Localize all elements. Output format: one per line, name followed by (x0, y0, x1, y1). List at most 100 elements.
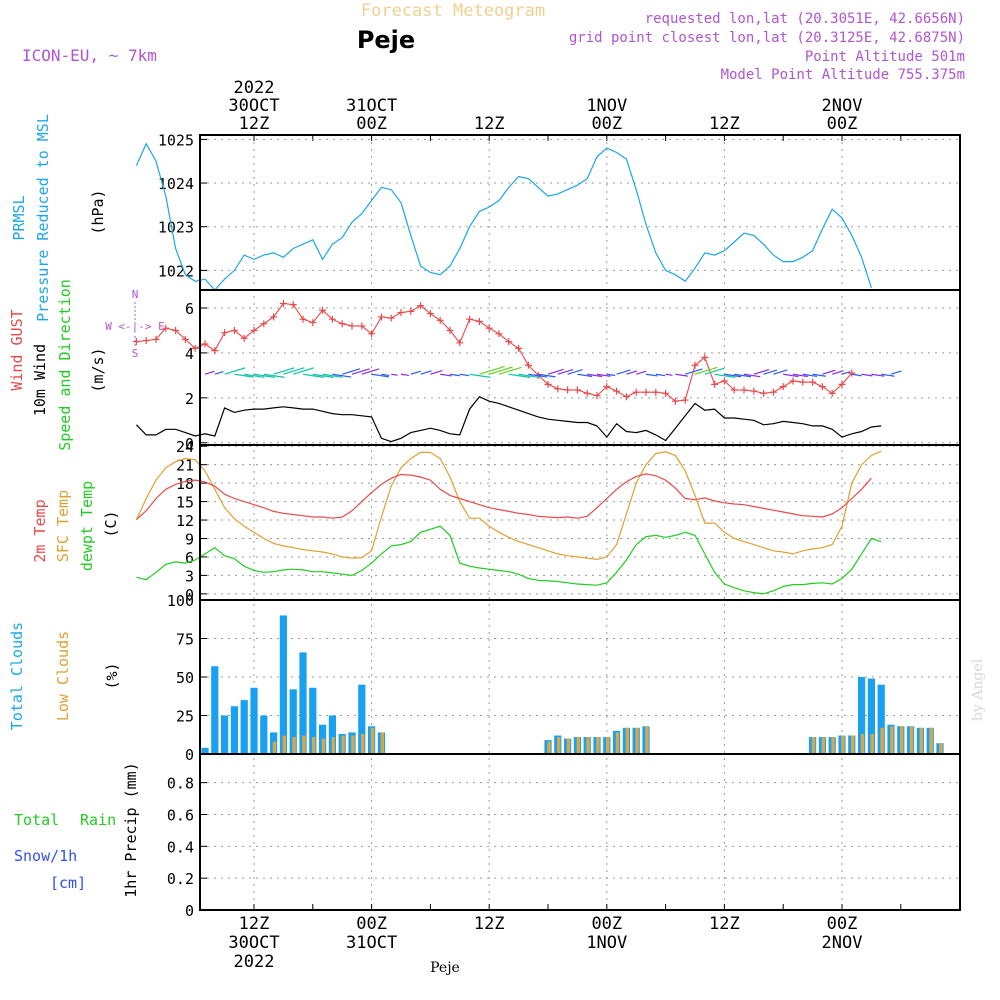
low-cloud-bar (586, 737, 590, 754)
gust-marker (338, 320, 346, 328)
bottom-hour-label: 00Z (827, 914, 858, 934)
precip-unit: 1hr Precip (mm) (122, 762, 140, 897)
pressure-frame (199, 134, 961, 291)
wind-direction-arrow (361, 368, 380, 375)
wind-direction-arrow (391, 373, 398, 376)
wind-direction-arrow (410, 370, 422, 375)
wind-direction-arrow (734, 373, 752, 378)
clouds-unit: (%) (103, 662, 121, 689)
gust-marker (809, 378, 817, 386)
gust-marker (348, 322, 356, 330)
low-cloud-bar (380, 732, 384, 754)
wind-direction-arrow (312, 373, 334, 378)
low-cloud-bar (596, 737, 600, 754)
wind-direction-arrow (714, 373, 736, 378)
model-altitude: Model Point Altitude 755.375m (721, 67, 965, 83)
wind-direction-arrow (489, 366, 513, 375)
wind-direction-arrow (547, 368, 564, 375)
gridlines: 1022102310241025024603691215182124025507… (158, 131, 960, 920)
gust-marker (436, 316, 444, 324)
gust-marker (328, 315, 336, 323)
wind-direction-arrow (204, 370, 215, 375)
total-cloud-bar (328, 715, 336, 754)
pressure-label-full: Pressure Reduced to MSL (34, 114, 52, 322)
low-cloud-bar (939, 743, 943, 754)
wind-direction-arrow (459, 373, 470, 377)
low-cloud-bar (576, 737, 580, 754)
low-cloud-bar (566, 738, 571, 754)
gust-marker (838, 380, 846, 388)
gust-marker (632, 388, 640, 396)
requested-coords: requested lon,lat (20.3051E, 42.6656N) (645, 11, 965, 27)
wind-direction-arrow (704, 367, 725, 375)
wind-direction-arrow (743, 373, 761, 378)
cloud-ytick-label: 0 (185, 746, 194, 764)
gust-marker (681, 396, 689, 404)
wind-direction-arrow (763, 369, 778, 375)
total-cloud-bar (240, 700, 248, 754)
gust-marker (848, 369, 856, 377)
total-cloud-bar (201, 747, 209, 754)
total-cloud-bar (250, 687, 258, 754)
gust-marker (564, 386, 572, 394)
total-cloud-bar (309, 687, 317, 754)
low-cloud-bar (880, 727, 884, 754)
faint-title: Forecast Meteogram (361, 1, 545, 21)
pressure-panel (135, 142, 872, 291)
wind-direction-arrow (832, 370, 844, 375)
wind-10m-label: 10m Wind (31, 344, 49, 416)
gust-marker (387, 314, 395, 322)
wind-gust-label: Wind GUST (8, 309, 26, 390)
gust-marker (181, 335, 189, 343)
wind-direction-arrow (508, 373, 531, 379)
footer-location: Peje (430, 960, 460, 976)
low-cloud-bar (292, 737, 296, 754)
gust-marker (583, 389, 591, 397)
low-cloud-bar (341, 735, 345, 754)
top-hour-label: 00Z (356, 114, 387, 134)
precip-ytick-label: 0.6 (167, 806, 194, 824)
wind-panel (132, 299, 902, 443)
panel-frames (199, 134, 961, 911)
bottom-hour-label: 00Z (591, 914, 622, 934)
wind-direction-arrow (636, 370, 647, 375)
total-cloud-bar (221, 715, 229, 754)
wind-direction-arrow (479, 365, 505, 375)
wind-direction-arrow (283, 367, 305, 375)
low-cloud-bar (282, 735, 286, 754)
bottom-hour-label: 12Z (474, 914, 505, 934)
gust-marker (622, 393, 630, 401)
wind-direction-arrow (557, 368, 574, 375)
compass-row: W <-|-> E (105, 320, 165, 333)
precip-snow-label: Snow/1h (14, 847, 77, 865)
gust-marker (211, 347, 219, 355)
precip-rain-label: Rain (80, 811, 116, 829)
wind-direction-label: Speed and Direction (56, 279, 74, 451)
compass-n: N (132, 288, 139, 301)
gust-marker (319, 306, 327, 314)
pressure-unit: (hPa) (89, 189, 107, 234)
low-cloud-bar (929, 727, 933, 754)
wind-direction-arrow (498, 366, 522, 375)
top-hour-label: 12Z (474, 114, 505, 134)
wind-direction-arrow (342, 368, 361, 375)
top-date-label: 31OCT (346, 96, 397, 116)
low-cloud-bar (615, 732, 620, 754)
gust-marker (417, 302, 425, 310)
gust-marker (162, 324, 170, 332)
wind-direction-arrow (420, 370, 432, 375)
wind-direction-arrow (567, 369, 583, 375)
temp-unit: (C) (102, 510, 120, 537)
temp-ytick-label: 18 (176, 475, 194, 493)
low-cloud-bar (645, 726, 649, 754)
cloud-panel (200, 615, 960, 755)
low-cloud-bar (547, 741, 551, 754)
wind-direction-arrow (577, 373, 593, 378)
gust-marker (230, 326, 238, 334)
low-cloud-bar (841, 735, 845, 754)
wind-unit: (m/s) (89, 347, 107, 392)
total-cloud-bar (279, 615, 287, 754)
gust-marker (818, 383, 826, 391)
dewpoint-line (136, 525, 882, 595)
wind-direction-arrow (841, 371, 851, 375)
